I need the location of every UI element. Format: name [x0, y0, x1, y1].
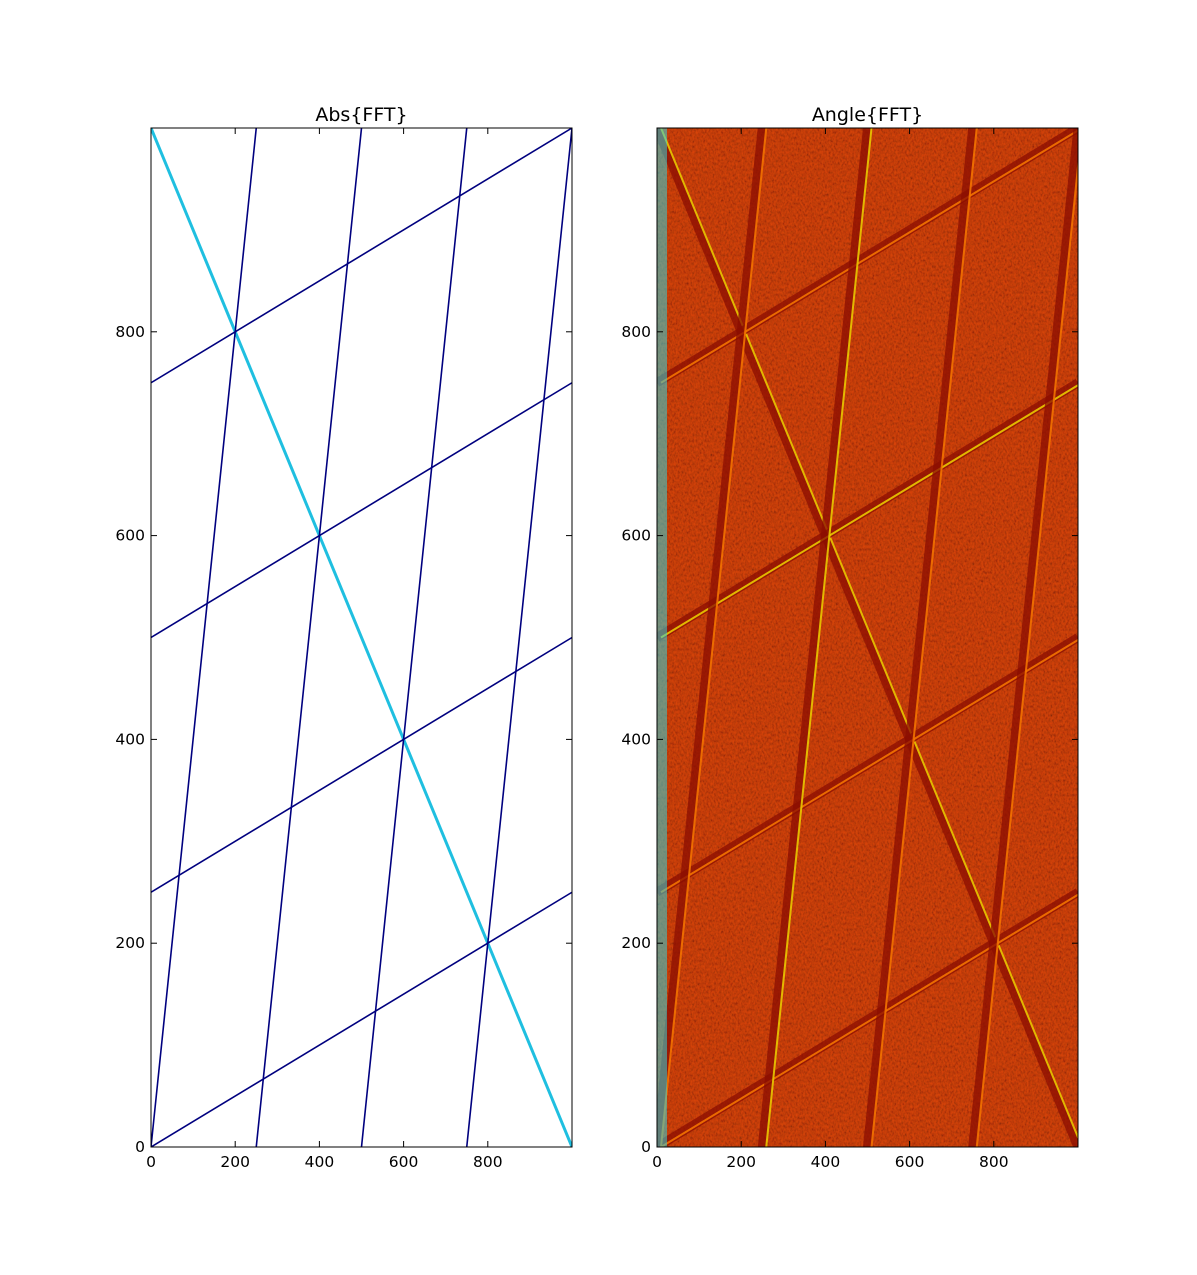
angle-fft-band-6	[757, 128, 872, 1147]
angle-fft-band-1	[657, 888, 1078, 1147]
angle-fft-xtick-label-1: 200	[726, 1153, 756, 1171]
abs-fft-line-2	[151, 636, 572, 893]
abs-fft-line-7	[360, 128, 468, 1147]
angle-fft-edge-5	[660, 128, 768, 1147]
abs-fft-ytick-label-1: 200	[115, 934, 145, 952]
angle-fft-band-5	[657, 128, 767, 1147]
abs-fft-ytick-label-3: 600	[115, 527, 145, 545]
angle-fft-band-3	[657, 378, 1078, 642]
angle-fft-edge-0	[660, 128, 1078, 1140]
abs-fft-ytick-label-2: 400	[115, 730, 145, 748]
abs-fft-lines	[151, 128, 572, 1147]
abs-fft-line-3	[151, 382, 572, 639]
abs-fft-frame	[150, 127, 573, 1148]
abs-fft-xtick-label-4: 800	[473, 1153, 503, 1171]
angle-fft-band-2	[657, 633, 1078, 897]
angle-fft-xtick-label-4: 800	[979, 1153, 1009, 1171]
angle-fft-band-0	[657, 128, 1078, 1147]
angle-fft-ytick-label-4: 800	[621, 323, 651, 341]
abs-fft-line-5	[151, 128, 258, 1147]
abs-fft-line-1	[151, 891, 572, 1147]
abs-fft-line-6	[255, 128, 363, 1147]
angle-fft-edge-6	[765, 128, 873, 1147]
angle-fft-edge-8	[975, 156, 1078, 1147]
angle-fft-ytick-label-3: 600	[621, 527, 651, 545]
angle-fft-edge-4	[660, 129, 1078, 384]
abs-fft-ytick-label-4: 800	[115, 323, 145, 341]
angle-fft-title: Angle{FFT}	[812, 104, 923, 126]
angle-fft-frame	[656, 127, 1079, 1148]
abs-fft-xtick-label-0: 0	[146, 1153, 156, 1171]
angle-fft-ytick-label-1: 200	[621, 934, 651, 952]
angle-fft-edge-1	[660, 893, 1078, 1147]
abs-fft-panel: Abs{FFT} 0 200 400 600 800 0 200 400 600 800	[115, 104, 573, 1171]
angle-fft-ytick-label-2: 400	[621, 730, 651, 748]
angle-fft-ticks: 0 200 400 600 800 0 200 400 600 800	[621, 128, 1078, 1171]
abs-fft-xtick-label-2: 400	[305, 1153, 335, 1171]
angle-fft-ytick-label-0: 0	[641, 1138, 651, 1156]
angle-fft-edge-2	[660, 638, 1078, 894]
angle-fft-lines	[657, 128, 1078, 1147]
angle-fft-band-4	[657, 128, 1078, 387]
angle-fft-band-8	[968, 128, 1078, 1147]
abs-fft-title: Abs{FFT}	[315, 104, 407, 126]
abs-fft-line-8	[465, 128, 572, 1147]
angle-fft-edge-3	[660, 384, 1078, 639]
abs-fft-ytick-label-0: 0	[135, 1138, 145, 1156]
angle-fft-heatmap	[657, 128, 1078, 1147]
angle-fft-xtick-label-2: 400	[811, 1153, 841, 1171]
abs-fft-xtick-label-1: 200	[220, 1153, 250, 1171]
angle-fft-edge-7	[870, 128, 978, 1147]
angle-fft-xtick-label-0: 0	[652, 1153, 662, 1171]
angle-fft-band-7	[863, 128, 978, 1147]
abs-fft-ticks: 0 200 400 600 800 0 200 400 600 800	[115, 128, 572, 1171]
abs-fft-xtick-label-3: 600	[389, 1153, 419, 1171]
angle-fft-xtick-label-3: 600	[895, 1153, 925, 1171]
angle-fft-left-edge	[657, 128, 667, 1147]
abs-fft-line-0	[151, 128, 572, 1147]
abs-fft-line-4	[151, 128, 572, 384]
angle-fft-panel: Angle{FFT} 0 200 400 600 800 0 200 400 600 800	[621, 104, 1079, 1171]
